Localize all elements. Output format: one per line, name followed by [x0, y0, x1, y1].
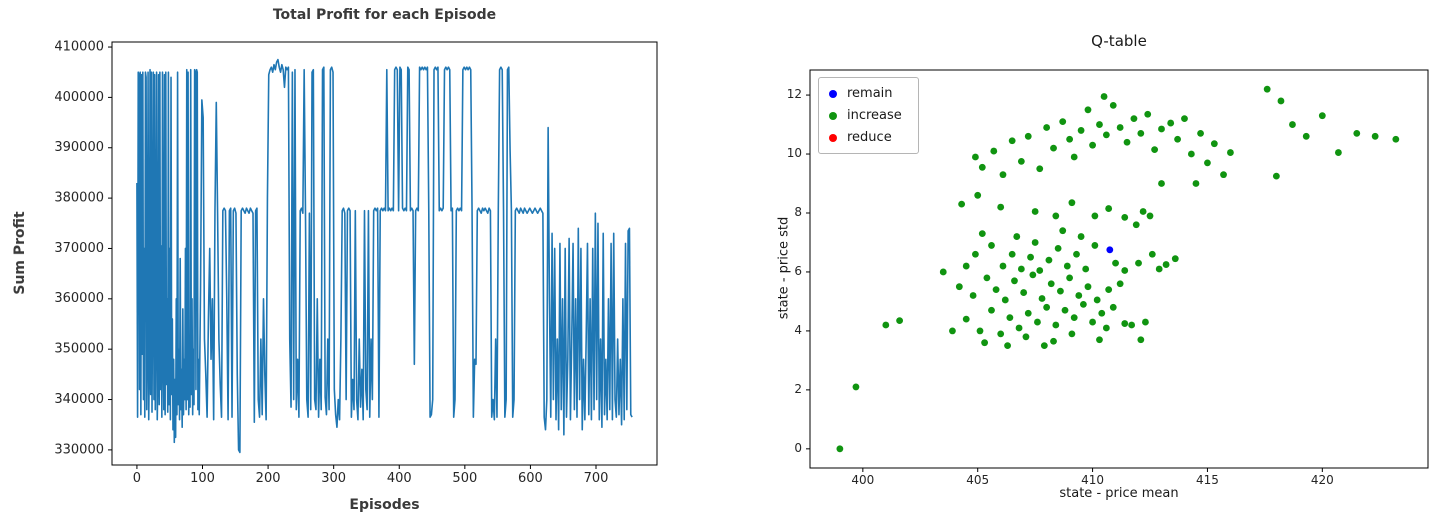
scatter-x-axis-label: state - price mean [1059, 486, 1179, 501]
line-chart-x-axis-label: Episodes [349, 497, 420, 513]
scatter-chart-title: Q-table [1091, 32, 1147, 50]
legend-item-increase: increase [829, 108, 902, 123]
line-chart-y-axis-label: Sum Profit [12, 211, 28, 295]
scatter-legend: remain increase reduce [818, 77, 919, 154]
scatter-y-axis-label: state - price std [776, 216, 792, 320]
legend-label-increase: increase [847, 108, 902, 123]
legend-item-reduce: reduce [829, 130, 902, 145]
reduce-dot-icon [829, 133, 837, 142]
legend-label-remain: remain [847, 86, 893, 101]
legend-item-remain: remain [829, 86, 902, 101]
profit-line-chart-figure: Total Profit for each Episode Sum Profit… [0, 0, 700, 530]
qtable-scatter-figure: Q-table state - price std state - price … [748, 0, 1438, 530]
line-chart-title: Total Profit for each Episode [272, 7, 497, 23]
increase-dot-icon [829, 111, 837, 120]
profit-line-chart-canvas [0, 0, 700, 530]
remain-dot-icon [829, 89, 837, 98]
legend-label-reduce: reduce [847, 130, 892, 145]
